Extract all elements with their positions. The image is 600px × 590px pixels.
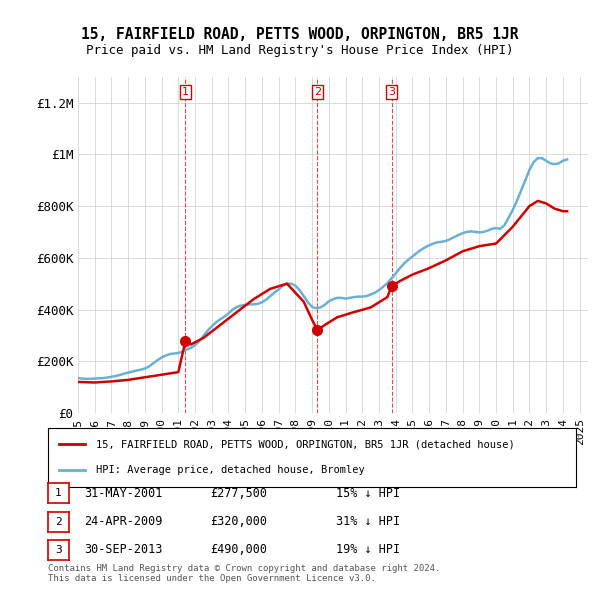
- Text: 1: 1: [182, 87, 189, 97]
- Text: £277,500: £277,500: [210, 487, 267, 500]
- Text: 15, FAIRFIELD ROAD, PETTS WOOD, ORPINGTON, BR5 1JR: 15, FAIRFIELD ROAD, PETTS WOOD, ORPINGTO…: [81, 27, 519, 41]
- Text: 15, FAIRFIELD ROAD, PETTS WOOD, ORPINGTON, BR5 1JR (detached house): 15, FAIRFIELD ROAD, PETTS WOOD, ORPINGTO…: [95, 440, 514, 449]
- Text: 3: 3: [388, 87, 395, 97]
- Text: Contains HM Land Registry data © Crown copyright and database right 2024.
This d: Contains HM Land Registry data © Crown c…: [48, 563, 440, 583]
- Text: 19% ↓ HPI: 19% ↓ HPI: [336, 543, 400, 556]
- Text: £490,000: £490,000: [210, 543, 267, 556]
- Text: 24-APR-2009: 24-APR-2009: [84, 515, 163, 528]
- Text: 31-MAY-2001: 31-MAY-2001: [84, 487, 163, 500]
- Text: 2: 2: [55, 517, 62, 526]
- Text: HPI: Average price, detached house, Bromley: HPI: Average price, detached house, Brom…: [95, 466, 364, 475]
- Text: 31% ↓ HPI: 31% ↓ HPI: [336, 515, 400, 528]
- Text: 2: 2: [314, 87, 321, 97]
- Text: 3: 3: [55, 545, 62, 555]
- Text: 1: 1: [55, 489, 62, 498]
- Text: 30-SEP-2013: 30-SEP-2013: [84, 543, 163, 556]
- Text: Price paid vs. HM Land Registry's House Price Index (HPI): Price paid vs. HM Land Registry's House …: [86, 44, 514, 57]
- Text: £320,000: £320,000: [210, 515, 267, 528]
- Text: 15% ↓ HPI: 15% ↓ HPI: [336, 487, 400, 500]
